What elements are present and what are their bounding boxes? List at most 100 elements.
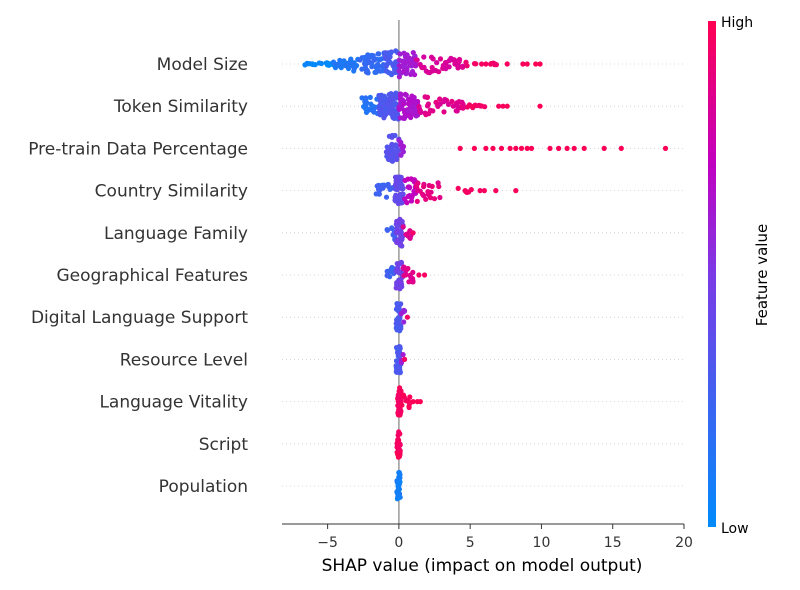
shap-point: [381, 115, 387, 121]
shap-point: [396, 474, 402, 480]
shap-point: [442, 96, 448, 103]
feature-label: Pre-train Data Percentage: [28, 139, 248, 159]
shap-point: [398, 139, 404, 145]
shap-point: [430, 56, 436, 62]
shap-point: [479, 103, 485, 109]
x-tick-label: 10: [533, 535, 551, 551]
shap-point: [547, 145, 553, 151]
shap-point: [445, 101, 452, 107]
shap-point: [401, 64, 407, 70]
shap-point: [406, 279, 412, 285]
shap-point: [421, 184, 427, 190]
shap-point: [415, 187, 421, 193]
shap-point: [397, 194, 403, 200]
shap-point: [363, 99, 370, 106]
shap-point: [463, 59, 469, 65]
shap-point: [405, 176, 411, 182]
feature-gridlines: [282, 63, 684, 487]
shap-point: [377, 106, 383, 112]
shap-point: [564, 145, 570, 151]
shap-point: [348, 61, 354, 67]
shap-point: [399, 186, 405, 192]
shap-point: [394, 156, 400, 163]
shap-point: [374, 183, 380, 189]
shap-point: [377, 97, 383, 103]
shap-point: [429, 64, 435, 71]
shap-point: [389, 134, 395, 140]
shap-point: [437, 101, 443, 107]
shap-point: [397, 93, 404, 99]
shap-point: [402, 196, 408, 202]
shap-point: [333, 61, 339, 67]
shap-point: [304, 61, 310, 67]
shap-point: [400, 352, 406, 358]
shap-point: [377, 68, 383, 74]
shap-point: [383, 194, 390, 200]
shap-point: [385, 109, 392, 115]
shap-point: [571, 145, 577, 151]
shap-point: [391, 95, 397, 102]
shap-point: [421, 54, 427, 60]
shap-point: [483, 61, 489, 67]
shap-point: [402, 356, 408, 362]
shap-point: [398, 360, 405, 366]
shap-point: [395, 315, 401, 321]
shap-point: [386, 58, 392, 64]
shap-point: [388, 91, 394, 97]
shap-point: [394, 239, 400, 245]
shap-point: [479, 61, 485, 67]
shap-point: [456, 57, 463, 63]
shap-point: [316, 60, 322, 66]
shap-point: [581, 145, 587, 151]
shap-point: [396, 270, 402, 276]
shap-point: [397, 479, 403, 485]
shap-point: [338, 63, 345, 69]
shap-point: [537, 61, 543, 67]
shap-point: [471, 145, 477, 151]
shap-point: [504, 103, 510, 109]
shap-point: [398, 234, 404, 240]
shap-point: [366, 59, 372, 65]
feature-label: Language Family: [104, 224, 248, 244]
shap-point: [396, 74, 402, 80]
shap-point: [400, 143, 407, 150]
shap-point: [460, 64, 466, 70]
shap-point: [504, 61, 510, 67]
shap-point: [397, 261, 404, 267]
shap-point: [390, 143, 396, 149]
shap-point: [429, 183, 435, 189]
shap-point: [357, 57, 363, 63]
shap-point: [309, 61, 315, 67]
shap-point: [384, 144, 390, 150]
x-tick-label: 15: [604, 535, 622, 551]
shap-point: [528, 145, 535, 151]
shap-point: [410, 68, 416, 75]
beeswarm-points: [302, 48, 669, 502]
shap-point: [556, 145, 562, 151]
shap-point: [405, 231, 411, 237]
shap-point: [384, 227, 390, 233]
shap-point: [417, 61, 423, 68]
feature-label: Digital Language Support: [31, 308, 248, 328]
shap-point: [397, 51, 403, 57]
shap-point: [662, 145, 669, 151]
shap-point: [406, 55, 412, 61]
shap-point: [533, 61, 539, 67]
x-tick-label: 20: [675, 535, 693, 551]
shap-point: [422, 94, 428, 100]
shap-point: [394, 265, 400, 271]
shap-point: [387, 186, 393, 192]
shap-point: [427, 70, 433, 76]
shap-point: [396, 57, 402, 63]
shap-point: [407, 235, 413, 241]
shap-point: [389, 226, 395, 232]
shap-point: [393, 181, 399, 188]
shap-point: [396, 408, 403, 414]
shap-point: [382, 54, 389, 61]
shap-point: [414, 198, 420, 204]
shap-point: [441, 109, 447, 115]
shap-point: [399, 402, 405, 408]
shap-point: [433, 99, 439, 105]
shap-point: [410, 109, 416, 115]
x-axis: −5 0 5 10 15 20: [282, 523, 693, 551]
